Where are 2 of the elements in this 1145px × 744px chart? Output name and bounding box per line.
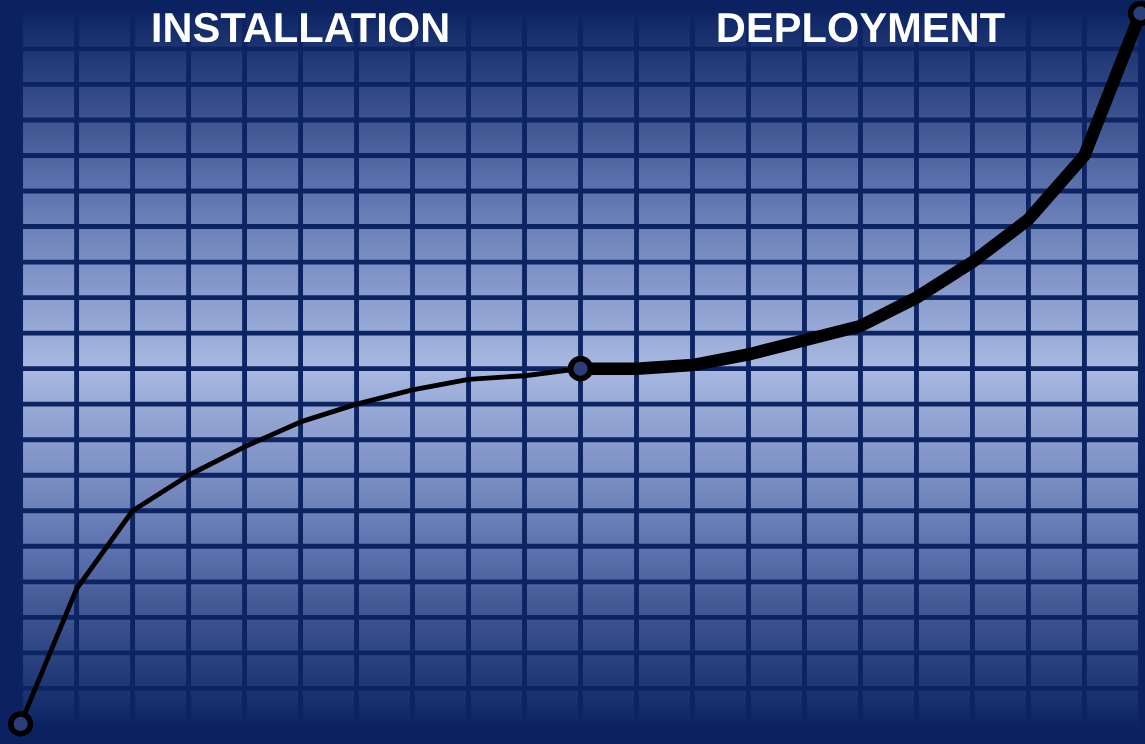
annotation: DEPLOYMENT [718,12,1005,43]
annotation: INSTALLATION [153,12,448,43]
